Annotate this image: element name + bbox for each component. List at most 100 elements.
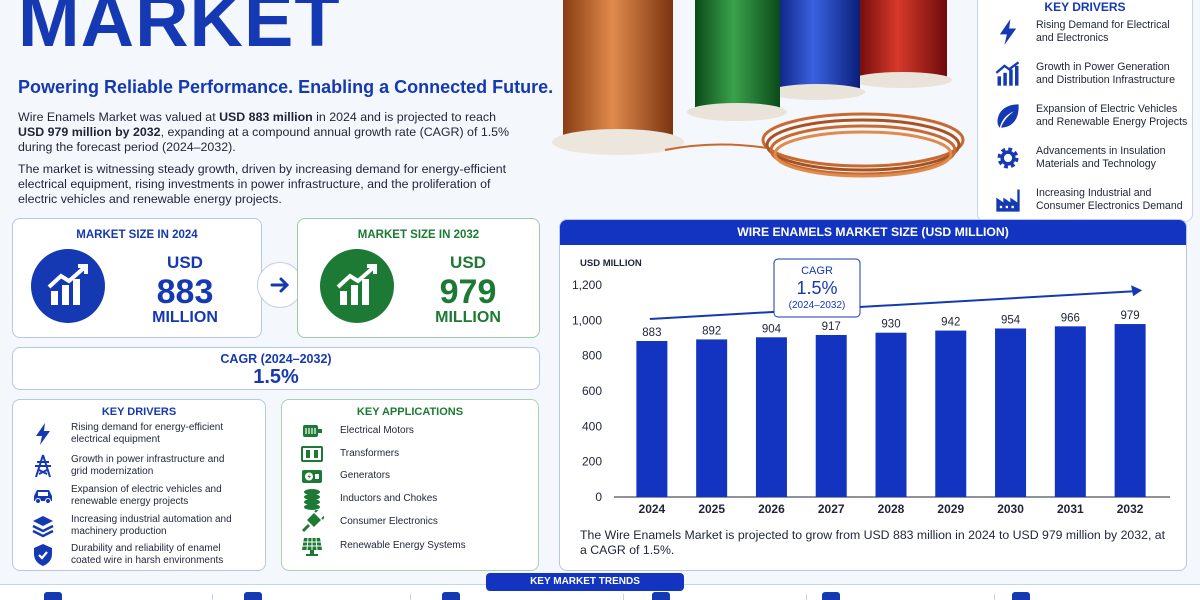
growth-chart-icon: [995, 61, 1020, 86]
application-item: Inductors and Chokes: [300, 485, 437, 513]
trend-icon: [442, 592, 460, 600]
driver-item: Expansion of electric vehicles and renew…: [31, 482, 241, 510]
bar-2025: [696, 339, 728, 497]
x-tick-label: 2025: [698, 502, 725, 516]
bar-2027: [815, 334, 847, 497]
page-title: MARKET: [18, 0, 341, 62]
cagr-annotation-label: CAGR: [801, 265, 833, 277]
motor-icon: [303, 425, 322, 437]
trend-arrow-head: [1131, 285, 1143, 297]
driver-label: Expansion of Electric Vehicles and Renew…: [1036, 103, 1188, 128]
shield-icon: [34, 544, 52, 566]
bar-value-label: 904: [762, 323, 782, 335]
divider: [806, 594, 807, 600]
x-tick-label: 2031: [1057, 502, 1084, 516]
driver-label: Durability and reliability of enamel coa…: [71, 543, 224, 566]
wire-spools-illustration: [552, 0, 965, 178]
driver-label: Rising Demand for Electrical and Electro…: [1036, 19, 1170, 44]
market-size-chart-panel: WIRE ENAMELS MARKET SIZE (USD MILLION) U…: [559, 219, 1187, 571]
tagline: Powering Reliable Performance. Enabling …: [18, 77, 554, 97]
trend-icon: [44, 592, 62, 600]
driver-label: Advancements in Insulation Materials and…: [1036, 145, 1166, 170]
layers-icon: [32, 516, 54, 538]
chart-note: The Wire Enamels Market is projected to …: [580, 528, 1166, 557]
y-axis-label: USD MILLION: [580, 258, 642, 269]
trend-icon: [1012, 592, 1030, 600]
market-size-2024-card: MARKET SIZE IN 2024 USD 883 MILLION: [12, 218, 262, 338]
application-item: Transformers: [300, 440, 399, 468]
solar-panel-icon: [302, 537, 322, 556]
generator-icon: [302, 470, 322, 483]
trend-item: [822, 590, 840, 600]
x-tick-label: 2032: [1117, 502, 1144, 516]
cagr-value: 1.5%: [253, 366, 299, 388]
market-size-2032-value: USD 979 MILLION: [435, 253, 501, 326]
bar-value-label: 883: [642, 327, 661, 339]
intro-paragraph-1: Wire Enamels Market was valued at USD 88…: [18, 110, 510, 154]
bar-2028: [875, 332, 907, 497]
bar-value-label: 954: [1001, 314, 1021, 326]
x-tick-label: 2027: [818, 502, 845, 516]
y-tick-label: 600: [582, 384, 602, 398]
driver-item: Expansion of Electric Vehicles and Renew…: [994, 99, 1190, 133]
trend-item: [652, 590, 670, 600]
y-tick-label: 200: [582, 455, 602, 469]
x-tick-label: 2028: [878, 502, 905, 516]
driver-item: Advancements in Insulation Materials and…: [994, 141, 1190, 175]
trend-item: [244, 590, 262, 600]
divider: [212, 594, 213, 600]
driver-item: Growth in power infrastructure and grid …: [31, 452, 241, 480]
driver-item: Rising Demand for Electrical and Electro…: [994, 15, 1190, 49]
bar-2032: [1114, 324, 1146, 497]
key-drivers-title: KEY DRIVERS: [1044, 0, 1126, 14]
plug-icon: [301, 510, 324, 533]
driver-label: Growth in power infrastructure and grid …: [71, 454, 225, 477]
growth-chart-icon: [31, 249, 105, 323]
divider: [994, 594, 995, 600]
driver-item: Rising demand for energy-efficient elect…: [31, 420, 241, 448]
driver-label: Increasing industrial automation and mac…: [71, 514, 232, 537]
bar-value-label: 930: [881, 319, 900, 331]
gear-icon: [997, 147, 1019, 169]
application-label: Renewable Energy Systems: [340, 540, 466, 551]
cagr-label: CAGR (2024–2032): [220, 352, 332, 366]
driver-label: Growth in Power Generation and Distribut…: [1036, 61, 1175, 86]
market-size-2024-value: USD 883 MILLION: [152, 253, 218, 326]
trend-item: [1012, 590, 1030, 600]
divider: [623, 594, 624, 600]
y-tick-label: 0: [595, 490, 602, 504]
bar-2031: [1054, 326, 1086, 497]
driver-label: Rising demand for energy-efficient elect…: [71, 422, 224, 445]
application-item: Consumer Electronics: [300, 508, 438, 536]
bar-value-label: 917: [822, 321, 841, 333]
application-item: Generators: [300, 462, 390, 490]
application-label: Generators: [340, 470, 391, 481]
intro-paragraph-2: The market is witnessing steady growth, …: [18, 162, 507, 206]
lightning-bolt-icon: [999, 19, 1017, 45]
driver-item: Durability and reliability of enamel coa…: [31, 541, 241, 569]
bar-value-label: 966: [1061, 312, 1080, 324]
cagr-annotation-value: 1.5%: [796, 278, 837, 298]
growth-chart-icon: [320, 249, 394, 323]
driver-item: Increasing industrial automation and mac…: [31, 512, 241, 540]
driver-item: Growth in Power Generation and Distribut…: [994, 57, 1190, 91]
bar-2030: [995, 328, 1027, 497]
key-applications-title: KEY APPLICATIONS: [356, 406, 464, 418]
market-size-bar-chart: USD MILLION 0 200 400 600 800 1,000 1,200 883 2…: [572, 258, 1170, 516]
bar-value-label: 979: [1121, 310, 1140, 322]
cagr-box: CAGR (2024–2032) 1.5%: [12, 347, 540, 390]
cagr-annotation-period: (2024–2032): [789, 300, 846, 311]
bar-value-label: 942: [941, 317, 960, 329]
market-size-2032-card: MARKET SIZE IN 2032 USD 979 MILLION: [297, 218, 540, 338]
key-market-trends-label: KEY MARKET TRENDS: [486, 573, 684, 591]
bar-2026: [755, 337, 787, 497]
y-tick-label: 400: [582, 419, 602, 433]
trend-arrow: [649, 290, 1135, 321]
chart-header: WIRE ENAMELS MARKET SIZE (USD MILLION): [560, 220, 1186, 245]
driver-label: Expansion of electric vehicles and renew…: [71, 484, 222, 507]
key-drivers-panel-left: KEY DRIVERS Rising demand for energy-eff…: [12, 399, 266, 571]
leaf-icon: [997, 104, 1019, 128]
application-item: Electrical Motors: [300, 417, 414, 445]
driver-item: Increasing Industrial and Consumer Elect…: [994, 183, 1190, 217]
key-drivers-panel-right: KEY DRIVERS Rising Demand for Electrical…: [977, 0, 1193, 222]
